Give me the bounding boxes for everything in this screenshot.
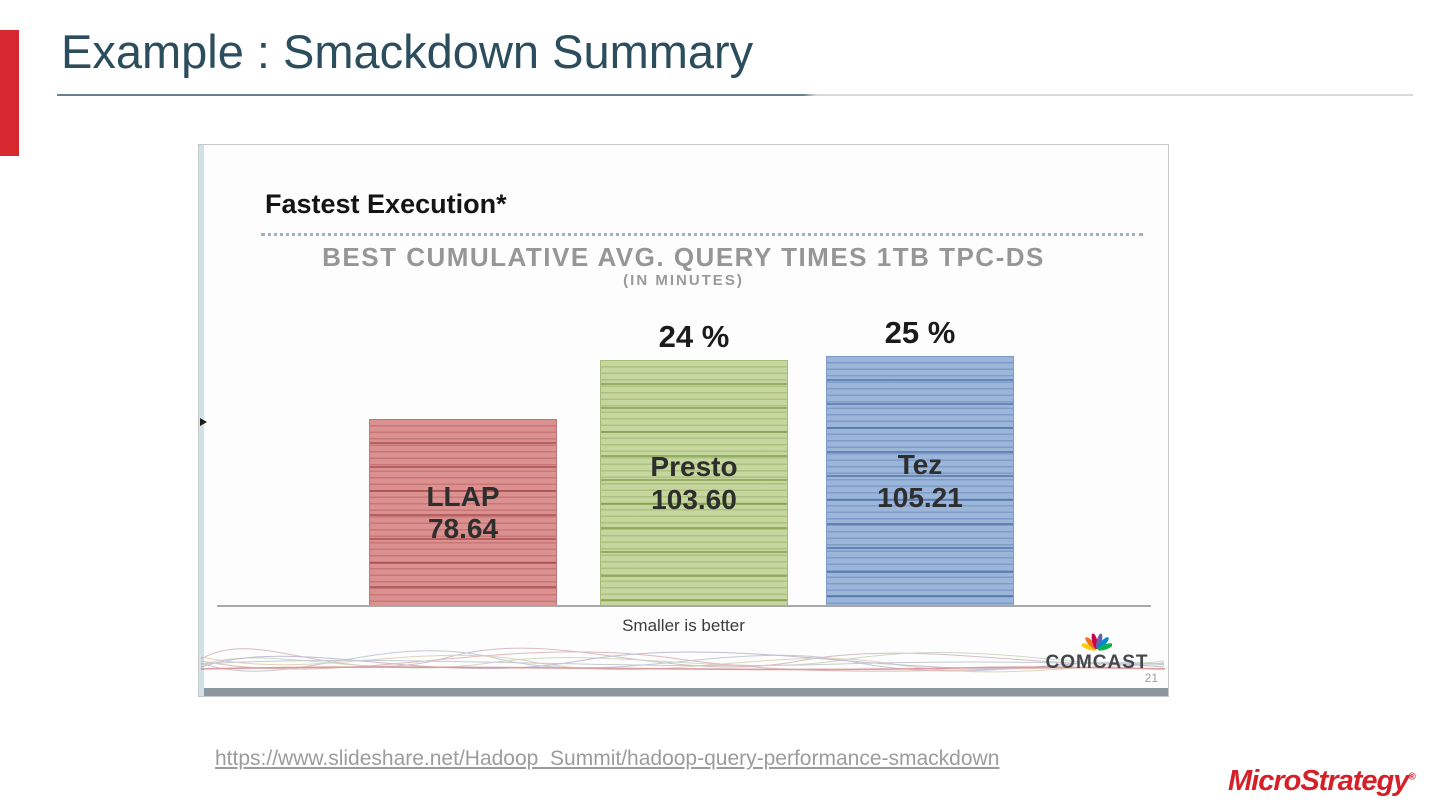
accent-bar bbox=[0, 30, 19, 156]
microstrategy-logo: MicroStrategy® bbox=[1228, 765, 1416, 798]
page-title: Example : Smackdown Summary bbox=[61, 25, 754, 78]
screenshot-footer-bar bbox=[204, 688, 1168, 696]
x-axis-line bbox=[217, 605, 1151, 607]
source-link[interactable]: https://www.slideshare.net/Hadoop_Summit… bbox=[215, 747, 1000, 770]
bar-label: LLAP 78.64 bbox=[426, 480, 500, 544]
pct-label: 25 % bbox=[884, 315, 956, 350]
bars: LLAP 78.64 Presto 103.60 24 % Tez 105.21 25 % bbox=[199, 145, 1168, 696]
title-underline bbox=[57, 94, 1413, 96]
embedded-chart-screenshot: Fastest Execution* BEST CUMULATIVE AVG. … bbox=[198, 144, 1169, 697]
slide-page-number: 21 bbox=[1144, 671, 1158, 685]
chart-subtitle: BEST CUMULATIVE AVG. QUERY TIMES 1TB TPC… bbox=[322, 242, 1045, 272]
chart-subtitle-unit: (IN MINUTES) bbox=[623, 272, 744, 289]
bar-label: Presto 103.60 bbox=[650, 451, 738, 515]
bar-llap: LLAP 78.64 bbox=[369, 419, 557, 607]
smaller-is-better-note: Smaller is better bbox=[622, 616, 745, 635]
cursor-arrow-icon bbox=[200, 418, 207, 426]
microstrategy-trademark: ® bbox=[1408, 771, 1415, 783]
comcast-peacock-icon bbox=[1082, 633, 1112, 651]
bar-label: Tez 105.21 bbox=[877, 449, 963, 513]
bar-tez: Tez 105.21 bbox=[826, 356, 1014, 607]
microstrategy-wordmark: MicroStrategy bbox=[1228, 765, 1409, 797]
chart-heading: Fastest Execution* bbox=[265, 189, 507, 219]
bar-presto: Presto 103.60 bbox=[600, 360, 788, 607]
pct-label: 24 % bbox=[658, 319, 730, 354]
comcast-logo: COMCAST bbox=[1035, 630, 1159, 674]
decorative-waves bbox=[200, 647, 1166, 673]
comcast-wordmark: COMCAST bbox=[1045, 652, 1149, 673]
dotted-divider bbox=[261, 233, 1143, 236]
